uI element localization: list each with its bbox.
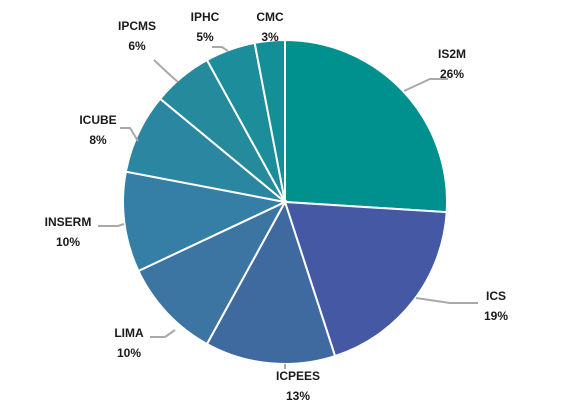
leader-line-inserm	[98, 223, 125, 227]
slice-label-icpees: ICPEES	[276, 369, 320, 383]
leader-line-is2m	[403, 78, 448, 92]
pie-slices	[122, 38, 448, 365]
leader-lines	[98, 46, 478, 369]
slice-label-inserm: INSERM	[45, 215, 92, 229]
slice-labels: IS2M 26% ICS 19% ICPEES 13% LIMA 10% INSERM 10% IC…	[45, 10, 509, 403]
slice-percent-is2m: 26%	[440, 67, 464, 81]
pie-slice-is2m	[284, 38, 448, 214]
slice-percent-ics: 19%	[484, 309, 508, 323]
slice-label-ipcms: IPCMS	[118, 19, 156, 33]
slice-label-ics: ICS	[486, 289, 506, 303]
leader-line-iphc	[212, 46, 229, 52]
slice-label-iphc: IPHC	[191, 10, 220, 24]
slice-percent-ipcms: 6%	[128, 39, 146, 53]
leader-line-lima	[150, 329, 176, 338]
leader-line-ipcms	[153, 59, 179, 83]
slice-percent-lima: 10%	[117, 346, 141, 360]
pie-slice-inserm	[122, 170, 289, 273]
pie-slice-cmc	[253, 38, 286, 203]
pie-slice-lima	[137, 199, 288, 346]
slice-percent-iphc: 5%	[196, 30, 214, 44]
pie-slice-icpees	[205, 199, 337, 365]
slice-label-icube: ICUBE	[79, 113, 116, 127]
leader-line-icube	[120, 127, 139, 142]
leader-line-ics	[415, 297, 478, 304]
slice-label-cmc: CMC	[256, 10, 284, 24]
slice-percent-icube: 8%	[89, 133, 107, 147]
slice-label-lima: LIMA	[114, 326, 144, 340]
slice-percent-inserm: 10%	[56, 235, 80, 249]
slice-percent-cmc: 3%	[261, 30, 279, 44]
slice-label-is2m: IS2M	[438, 47, 466, 61]
slice-percent-icpees: 13%	[286, 389, 310, 403]
pie-slice-ics	[283, 200, 448, 358]
